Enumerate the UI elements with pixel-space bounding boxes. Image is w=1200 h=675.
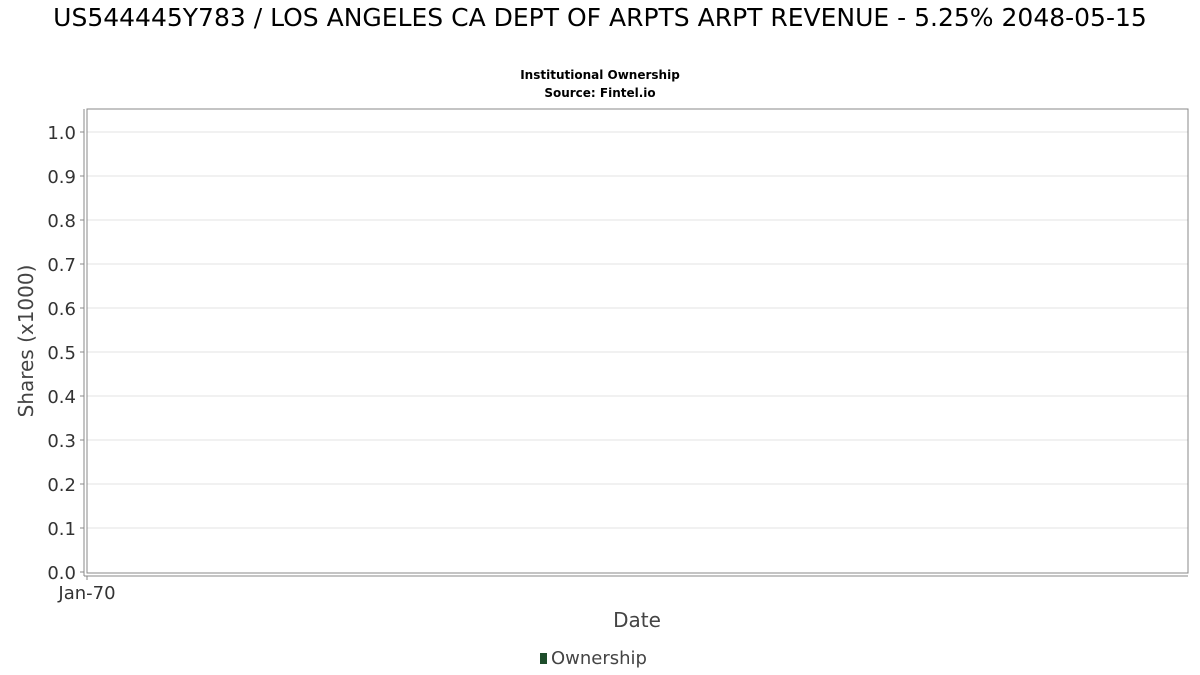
x-axis-ticks: Jan-70 — [57, 576, 116, 604]
legend-label-ownership: Ownership — [551, 648, 647, 669]
y-tick-label: 1.0 — [47, 123, 76, 144]
legend: Ownership — [540, 648, 647, 669]
chart-source: Source: Fintel.io — [544, 86, 656, 100]
legend-swatch-ownership — [540, 653, 547, 664]
grid-lines — [87, 131, 1188, 529]
y-tick-label: 0.7 — [47, 255, 76, 276]
plot-frame — [86, 108, 1189, 574]
chart-subtitle: Institutional Ownership — [520, 68, 680, 82]
y-axis-label: Shares (x1000) — [14, 264, 38, 418]
x-tick-label: Jan-70 — [57, 583, 115, 604]
y-tick-label: 0.8 — [47, 211, 76, 232]
y-tick-label: 0.9 — [47, 167, 76, 188]
y-tick-label: 0.1 — [47, 519, 76, 540]
y-tick-label: 0.6 — [47, 299, 76, 320]
y-tick-label: 0.3 — [47, 431, 76, 452]
y-tick-label: 0.2 — [47, 475, 76, 496]
chart-title: US544445Y783 / LOS ANGELES CA DEPT OF AR… — [53, 3, 1147, 32]
y-tick-label: 0.5 — [47, 343, 76, 364]
y-tick-label: 0.4 — [47, 387, 76, 408]
x-axis-label: Date — [613, 608, 661, 632]
y-tick-label: 0.0 — [47, 563, 76, 584]
y-axis-ticks: 0.0 0.1 0.2 0.3 0.4 0.5 0.6 0.7 0.8 0.9 1.0 — [47, 123, 84, 584]
